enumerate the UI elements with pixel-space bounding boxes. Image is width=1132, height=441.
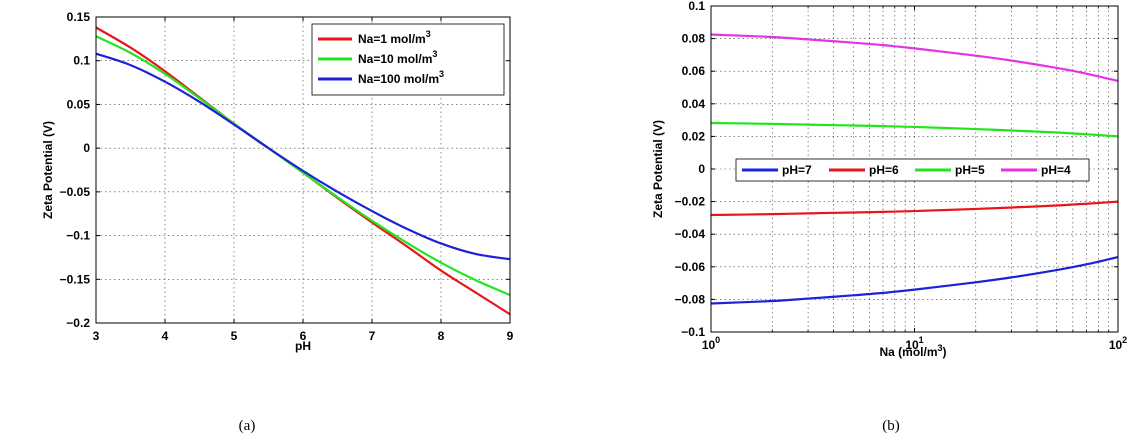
y-tick-label: 0.15 [67,10,91,24]
y-axis-label-b: Zeta Potential (V) [651,120,665,218]
x-axis-label-b-sup: 3 [938,343,943,353]
plot-frame-b [710,5,1119,333]
caption-a: (a) [239,418,256,434]
y-tick-label: 0.04 [682,97,706,111]
legend-a: Na=1 mol/m3 Na=10 mol/m3 Na=100 mol/m3 [311,23,505,96]
y-tick-label: −0.05 [60,185,91,199]
legend-label: Na=100 mol/m3 [358,69,444,86]
x-tick-label: 102 [1109,335,1127,352]
y-tick-label: −0.1 [681,325,705,339]
x-tick-label: 8 [438,329,445,343]
series-line [710,33,1119,83]
x-axis-label-b: Na (mol/m3) [879,343,946,359]
y-tick-label: 0.05 [67,97,91,111]
y-tick-label: 0.08 [682,32,706,46]
y-tick-label: 0.1 [73,54,90,68]
tick-labels-b: −0.1 −0.08 −0.06 −0.04 −0.02 0 0.02 0.04 0.06 0.0… [675,0,1128,352]
x-tick-label: 9 [507,329,514,343]
y-tick-label: −0.08 [675,292,706,306]
series-line [710,121,1119,138]
x-tick-label: 5 [231,329,238,343]
legend-label: Na=1 mol/m3 [358,29,431,46]
y-tick-label: 0 [83,141,90,155]
legend-label: pH=7 [782,163,812,177]
tick-labels-a: −0.2 −0.15 −0.1 −0.05 0 0.05 0.1 0.15 3 4 5 6 7 8 9 [60,10,514,343]
y-tick-label: 0 [698,162,705,176]
x-tick-label: 3 [93,329,100,343]
y-tick-label: 0.1 [688,0,705,13]
y-tick-label: −0.15 [60,272,91,286]
y-tick-label: 0.06 [682,64,706,78]
series-line [710,200,1119,217]
chart-panel-b: −0.1 −0.08 −0.06 −0.04 −0.02 0 0.02 0.04 0.06 0.0… [651,0,1127,434]
x-tick-label: 7 [369,329,376,343]
x-tick-label: 100 [702,335,720,352]
legend-b: pH=7 pH=6 pH=5 pH=4 [735,158,1090,182]
x-tick-label: 4 [162,329,169,343]
y-tick-label: 0.02 [682,129,706,143]
series-line [710,255,1119,305]
y-tick-label: −0.06 [675,260,706,274]
y-axis-label-a: Zeta Potential (V) [41,121,55,219]
y-tick-label: −0.02 [675,195,706,209]
caption-b: (b) [882,418,900,434]
legend-label: Na=10 mol/m3 [358,49,437,66]
legend-label: pH=4 [1041,163,1071,177]
x-axis-label-a: pH [295,339,311,353]
legend-label: pH=5 [955,163,985,177]
series-line [95,35,511,297]
series-line [95,52,511,261]
x-tick-label: 101 [905,335,923,352]
x-axis-label-b-tail: ) [943,345,947,359]
series-lines-b [710,33,1119,305]
y-tick-label: −0.2 [66,316,90,330]
chart-panel-a: −0.2 −0.15 −0.1 −0.05 0 0.05 0.1 0.15 3 4 5 6 7 8 9 pH… [41,10,514,434]
x-axis-label-b-main: Na (mol/m [879,345,937,359]
legend-label: pH=6 [869,163,899,177]
y-tick-label: −0.04 [675,227,706,241]
legend-box-b [735,158,1090,182]
series-lines-a [95,26,511,316]
plot-frame-a [95,16,511,324]
y-tick-label: −0.1 [66,229,90,243]
x-tick-label: 6 [300,329,307,343]
